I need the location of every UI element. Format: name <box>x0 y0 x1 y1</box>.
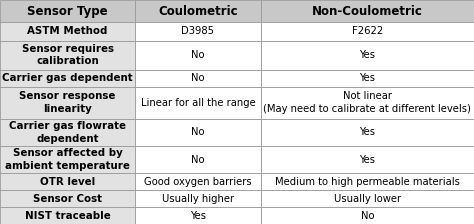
Bar <box>0 0 135 22</box>
Text: Coulometric: Coulometric <box>158 4 237 17</box>
Bar <box>135 190 261 207</box>
Text: F2622: F2622 <box>352 26 383 36</box>
Bar <box>261 22 474 41</box>
Text: No: No <box>191 50 205 60</box>
Bar <box>0 207 135 224</box>
Text: NIST traceable: NIST traceable <box>25 211 110 220</box>
Bar <box>0 41 135 70</box>
Bar <box>261 119 474 146</box>
Bar <box>135 22 261 41</box>
Text: No: No <box>361 211 374 220</box>
Text: Carrier gas flowrate
dependent: Carrier gas flowrate dependent <box>9 121 126 144</box>
Bar <box>0 119 135 146</box>
Text: Yes: Yes <box>190 211 206 220</box>
Text: OTR level: OTR level <box>40 177 95 187</box>
Bar <box>0 173 135 190</box>
Text: Yes: Yes <box>359 155 375 164</box>
Bar <box>135 119 261 146</box>
Text: No: No <box>191 73 205 83</box>
Text: Carrier gas dependent: Carrier gas dependent <box>2 73 133 83</box>
Text: Not linear
(May need to calibrate at different levels): Not linear (May need to calibrate at dif… <box>264 91 471 114</box>
Bar <box>135 146 261 173</box>
Text: D3985: D3985 <box>182 26 214 36</box>
Text: No: No <box>191 155 205 164</box>
Bar <box>261 86 474 119</box>
Text: Medium to high permeable materials: Medium to high permeable materials <box>275 177 460 187</box>
Text: Yes: Yes <box>359 127 375 137</box>
Bar <box>135 70 261 86</box>
Bar <box>261 41 474 70</box>
Bar <box>261 0 474 22</box>
Text: Sensor Type: Sensor Type <box>27 4 108 17</box>
Text: Usually lower: Usually lower <box>334 194 401 204</box>
Bar <box>261 146 474 173</box>
Bar <box>0 190 135 207</box>
Bar <box>135 86 261 119</box>
Bar <box>135 41 261 70</box>
Bar <box>135 0 261 22</box>
Text: Sensor response
linearity: Sensor response linearity <box>19 91 116 114</box>
Bar <box>135 207 261 224</box>
Bar <box>0 70 135 86</box>
Text: Sensor Cost: Sensor Cost <box>33 194 102 204</box>
Text: Non-Coulometric: Non-Coulometric <box>312 4 423 17</box>
Text: Sensor requires
calibration: Sensor requires calibration <box>21 44 114 66</box>
Text: ASTM Method: ASTM Method <box>27 26 108 36</box>
Bar <box>0 22 135 41</box>
Text: Sensor affected by
ambient temperature: Sensor affected by ambient temperature <box>5 148 130 171</box>
Bar <box>261 207 474 224</box>
Text: Usually higher: Usually higher <box>162 194 234 204</box>
Bar <box>261 173 474 190</box>
Bar <box>0 86 135 119</box>
Bar <box>135 173 261 190</box>
Text: Good oxygen barriers: Good oxygen barriers <box>144 177 252 187</box>
Text: Linear for all the range: Linear for all the range <box>140 98 255 108</box>
Text: Yes: Yes <box>359 73 375 83</box>
Bar <box>0 146 135 173</box>
Bar <box>261 190 474 207</box>
Text: No: No <box>191 127 205 137</box>
Bar <box>261 70 474 86</box>
Text: Yes: Yes <box>359 50 375 60</box>
